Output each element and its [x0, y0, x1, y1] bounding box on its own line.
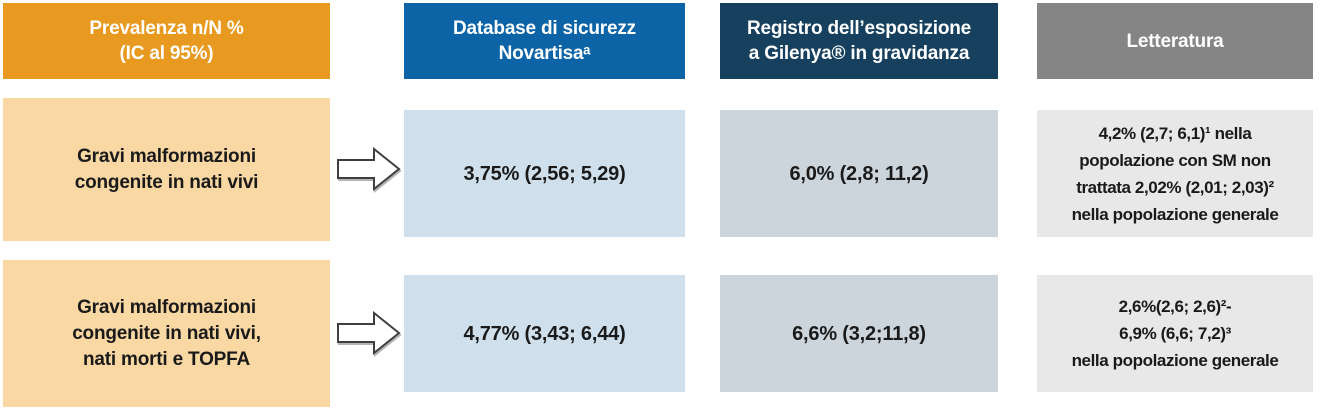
cell-novartis-row1: 3,75% (2,56; 5,29): [404, 110, 685, 237]
cell-line: nella popolazione generale: [1071, 204, 1279, 224]
cell-line: trattata 2,02% (2,01; 2,03)²: [1076, 177, 1274, 197]
cell-value: 6,6% (3,2;11,8): [792, 322, 926, 345]
row-label-nati-vivi: Gravi malformazioni congenite in nati vi…: [3, 98, 330, 241]
header-line: Prevalenza n/N %: [89, 18, 244, 39]
cell-line: 4,2% (2,7; 6,1)¹ nella: [1098, 123, 1252, 143]
row-label-line: nati morti e TOPFA: [82, 348, 251, 370]
row-label-nati-morti-topfa: Gravi malformazioni congenite in nati vi…: [3, 260, 330, 407]
header-line: Letteratura: [1126, 30, 1224, 52]
header-registro-gilenya: Registro dell’esposizione a Gilenya® in …: [720, 3, 998, 79]
header-database-novartis: Database di sicurezz Novartisaᵃ: [404, 3, 685, 79]
right-arrow-icon: [337, 147, 403, 191]
header-prevalenza: Prevalenza n/N % (IC al 95%): [3, 3, 330, 79]
header-line: Database di sicurezz: [453, 18, 636, 39]
cell-registro-row1: 6,0% (2,8; 11,2): [720, 110, 998, 237]
header-line: a Gilenya® in gravidanza: [748, 43, 970, 64]
cell-line: nella popolazione generale: [1071, 351, 1279, 370]
cell-line: popolazione con SM non: [1079, 150, 1271, 170]
cell-letteratura-row1: 4,2% (2,7; 6,1)¹ nella popolazione con S…: [1037, 110, 1313, 237]
cell-letteratura-row2: 2,6%(2,6; 2,6)²- 6,9% (6,6; 7,2)³ nella …: [1037, 275, 1313, 392]
header-letteratura: Letteratura: [1037, 3, 1313, 79]
right-arrow-icon: [337, 311, 403, 355]
row-label-line: congenite in nati vivi: [74, 171, 259, 193]
cell-value: 6,0% (2,8; 11,2): [789, 162, 929, 185]
row-label-line: Gravi malformazioni: [77, 296, 256, 318]
row-label-line: Gravi malformazioni: [77, 145, 256, 167]
row-label-line: congenite in nati vivi,: [72, 322, 261, 344]
cell-value: 3,75% (2,56; 5,29): [463, 162, 626, 185]
header-line: Novartisaᵃ: [498, 43, 591, 64]
header-line: (IC al 95%): [119, 43, 214, 64]
cell-value: 4,77% (3,43; 6,44): [463, 322, 626, 345]
header-line: Registro dell’esposizione: [746, 18, 972, 39]
cell-line: 6,9% (6,6; 7,2)³: [1119, 324, 1231, 343]
cell-registro-row2: 6,6% (3,2;11,8): [720, 275, 998, 392]
cell-novartis-row2: 4,77% (3,43; 6,44): [404, 275, 685, 392]
cell-line: 2,6%(2,6; 2,6)²-: [1118, 297, 1232, 316]
